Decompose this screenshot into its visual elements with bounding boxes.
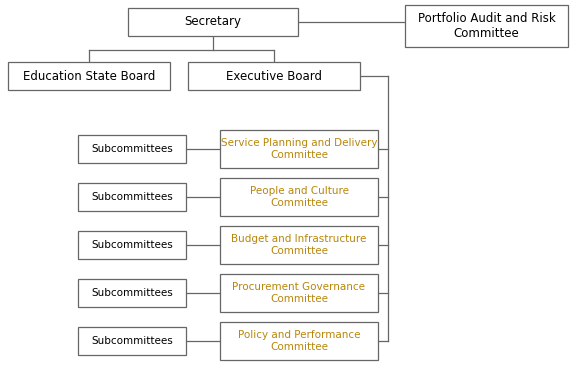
Text: People and Culture
Committee: People and Culture Committee <box>249 186 349 208</box>
FancyBboxPatch shape <box>220 178 378 216</box>
FancyBboxPatch shape <box>405 5 568 47</box>
FancyBboxPatch shape <box>220 130 378 168</box>
Text: Subcommittees: Subcommittees <box>91 336 173 346</box>
Text: Policy and Performance
Committee: Policy and Performance Committee <box>238 330 360 352</box>
FancyBboxPatch shape <box>78 183 186 211</box>
Text: Subcommittees: Subcommittees <box>91 192 173 202</box>
FancyBboxPatch shape <box>220 226 378 264</box>
FancyBboxPatch shape <box>188 62 360 90</box>
FancyBboxPatch shape <box>8 62 170 90</box>
Text: Executive Board: Executive Board <box>226 69 322 83</box>
Text: Education State Board: Education State Board <box>23 69 155 83</box>
FancyBboxPatch shape <box>220 322 378 360</box>
FancyBboxPatch shape <box>78 327 186 355</box>
Text: Budget and Infrastructure
Committee: Budget and Infrastructure Committee <box>231 234 367 256</box>
Text: Subcommittees: Subcommittees <box>91 288 173 298</box>
FancyBboxPatch shape <box>78 135 186 163</box>
Text: Portfolio Audit and Risk
Committee: Portfolio Audit and Risk Committee <box>418 12 556 40</box>
Text: Secretary: Secretary <box>184 15 241 28</box>
FancyBboxPatch shape <box>128 8 298 36</box>
Text: Service Planning and Delivery
Committee: Service Planning and Delivery Committee <box>221 138 377 160</box>
Text: Procurement Governance
Committee: Procurement Governance Committee <box>233 282 365 304</box>
Text: Subcommittees: Subcommittees <box>91 144 173 154</box>
Text: Subcommittees: Subcommittees <box>91 240 173 250</box>
FancyBboxPatch shape <box>78 231 186 259</box>
FancyBboxPatch shape <box>78 279 186 307</box>
FancyBboxPatch shape <box>220 274 378 312</box>
